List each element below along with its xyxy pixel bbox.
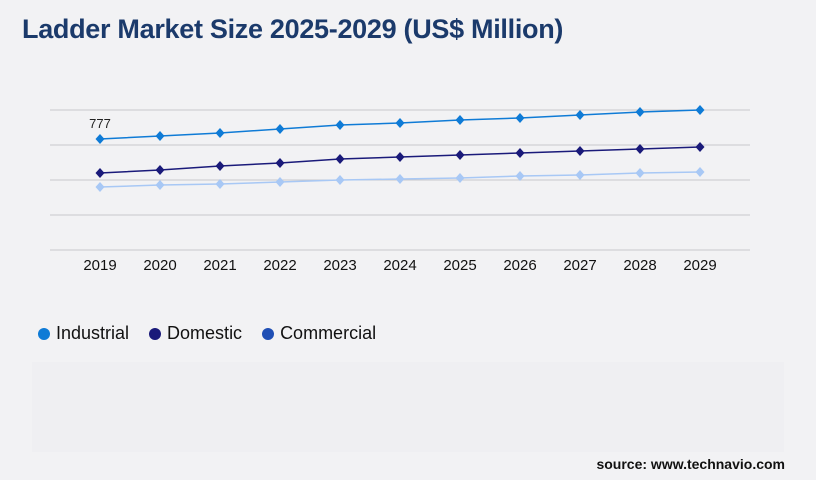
data-point-domestic bbox=[575, 146, 585, 156]
source-text: source: www.technavio.com bbox=[596, 456, 785, 472]
data-point-domestic bbox=[455, 150, 465, 160]
data-point-industrial bbox=[575, 110, 585, 120]
x-tick-label: 2024 bbox=[383, 257, 416, 274]
data-point-commercial bbox=[455, 173, 465, 183]
legend-marker-icon bbox=[262, 327, 275, 340]
background-panel bbox=[32, 362, 784, 452]
data-point-commercial bbox=[635, 168, 645, 178]
data-point-domestic bbox=[335, 154, 345, 164]
line-chart: 2019 2020 2021 2022 2023 2024 2025 2026 2027 2028… bbox=[50, 105, 750, 274]
data-point-industrial bbox=[635, 107, 645, 117]
legend-label: Commercial bbox=[280, 323, 377, 343]
legend-label: Industrial bbox=[56, 323, 130, 343]
x-tick-label: 2022 bbox=[263, 257, 296, 274]
data-point-industrial bbox=[515, 113, 525, 123]
data-point-industrial bbox=[395, 118, 405, 128]
data-point-industrial bbox=[155, 131, 165, 141]
x-tick-label: 2025 bbox=[443, 257, 476, 274]
data-point-commercial bbox=[695, 167, 705, 177]
data-point-domestic bbox=[275, 158, 285, 168]
legend-marker-icon bbox=[38, 327, 50, 340]
legend: Industrial Domestic Commercial bbox=[38, 323, 376, 344]
x-tick-label: 2019 bbox=[83, 257, 116, 274]
legend-marker-icon bbox=[149, 327, 162, 340]
data-point-industrial bbox=[455, 115, 465, 125]
data-point-domestic bbox=[95, 168, 105, 178]
data-point-domestic bbox=[635, 144, 645, 154]
data-point-industrial bbox=[275, 124, 285, 134]
data-point-commercial bbox=[215, 179, 225, 189]
data-point-commercial bbox=[275, 177, 285, 187]
legend-item-industrial: Industrial bbox=[38, 323, 129, 344]
data-point-industrial bbox=[95, 134, 105, 144]
x-tick-label: 2028 bbox=[623, 257, 656, 274]
data-point-commercial bbox=[95, 182, 105, 192]
x-tick-label: 2020 bbox=[143, 257, 176, 274]
data-point-domestic bbox=[695, 142, 705, 152]
chart-title: Ladder Market Size 2025-2029 (US$ Millio… bbox=[22, 14, 564, 44]
x-tick-label: 2027 bbox=[563, 257, 596, 274]
data-point-commercial bbox=[515, 171, 525, 181]
data-point-industrial bbox=[215, 128, 225, 138]
x-tick-label: 2023 bbox=[323, 257, 356, 274]
data-point-industrial bbox=[335, 120, 345, 130]
data-point-industrial bbox=[695, 105, 705, 115]
legend-label: Domestic bbox=[167, 323, 243, 343]
data-point-commercial bbox=[335, 175, 345, 185]
data-point-commercial bbox=[575, 170, 585, 180]
data-point-domestic bbox=[395, 152, 405, 162]
data-label: 777 bbox=[89, 116, 111, 131]
data-point-domestic bbox=[155, 165, 165, 175]
data-point-commercial bbox=[155, 180, 165, 190]
data-point-domestic bbox=[215, 161, 225, 171]
data-point-domestic bbox=[515, 148, 525, 158]
x-tick-label: 2029 bbox=[683, 257, 716, 274]
x-tick-label: 2026 bbox=[503, 257, 536, 274]
legend-item-commercial: Commercial bbox=[262, 323, 376, 344]
x-tick-label: 2021 bbox=[203, 257, 236, 274]
legend-item-domestic: Domestic bbox=[149, 323, 242, 344]
data-point-commercial bbox=[395, 174, 405, 184]
